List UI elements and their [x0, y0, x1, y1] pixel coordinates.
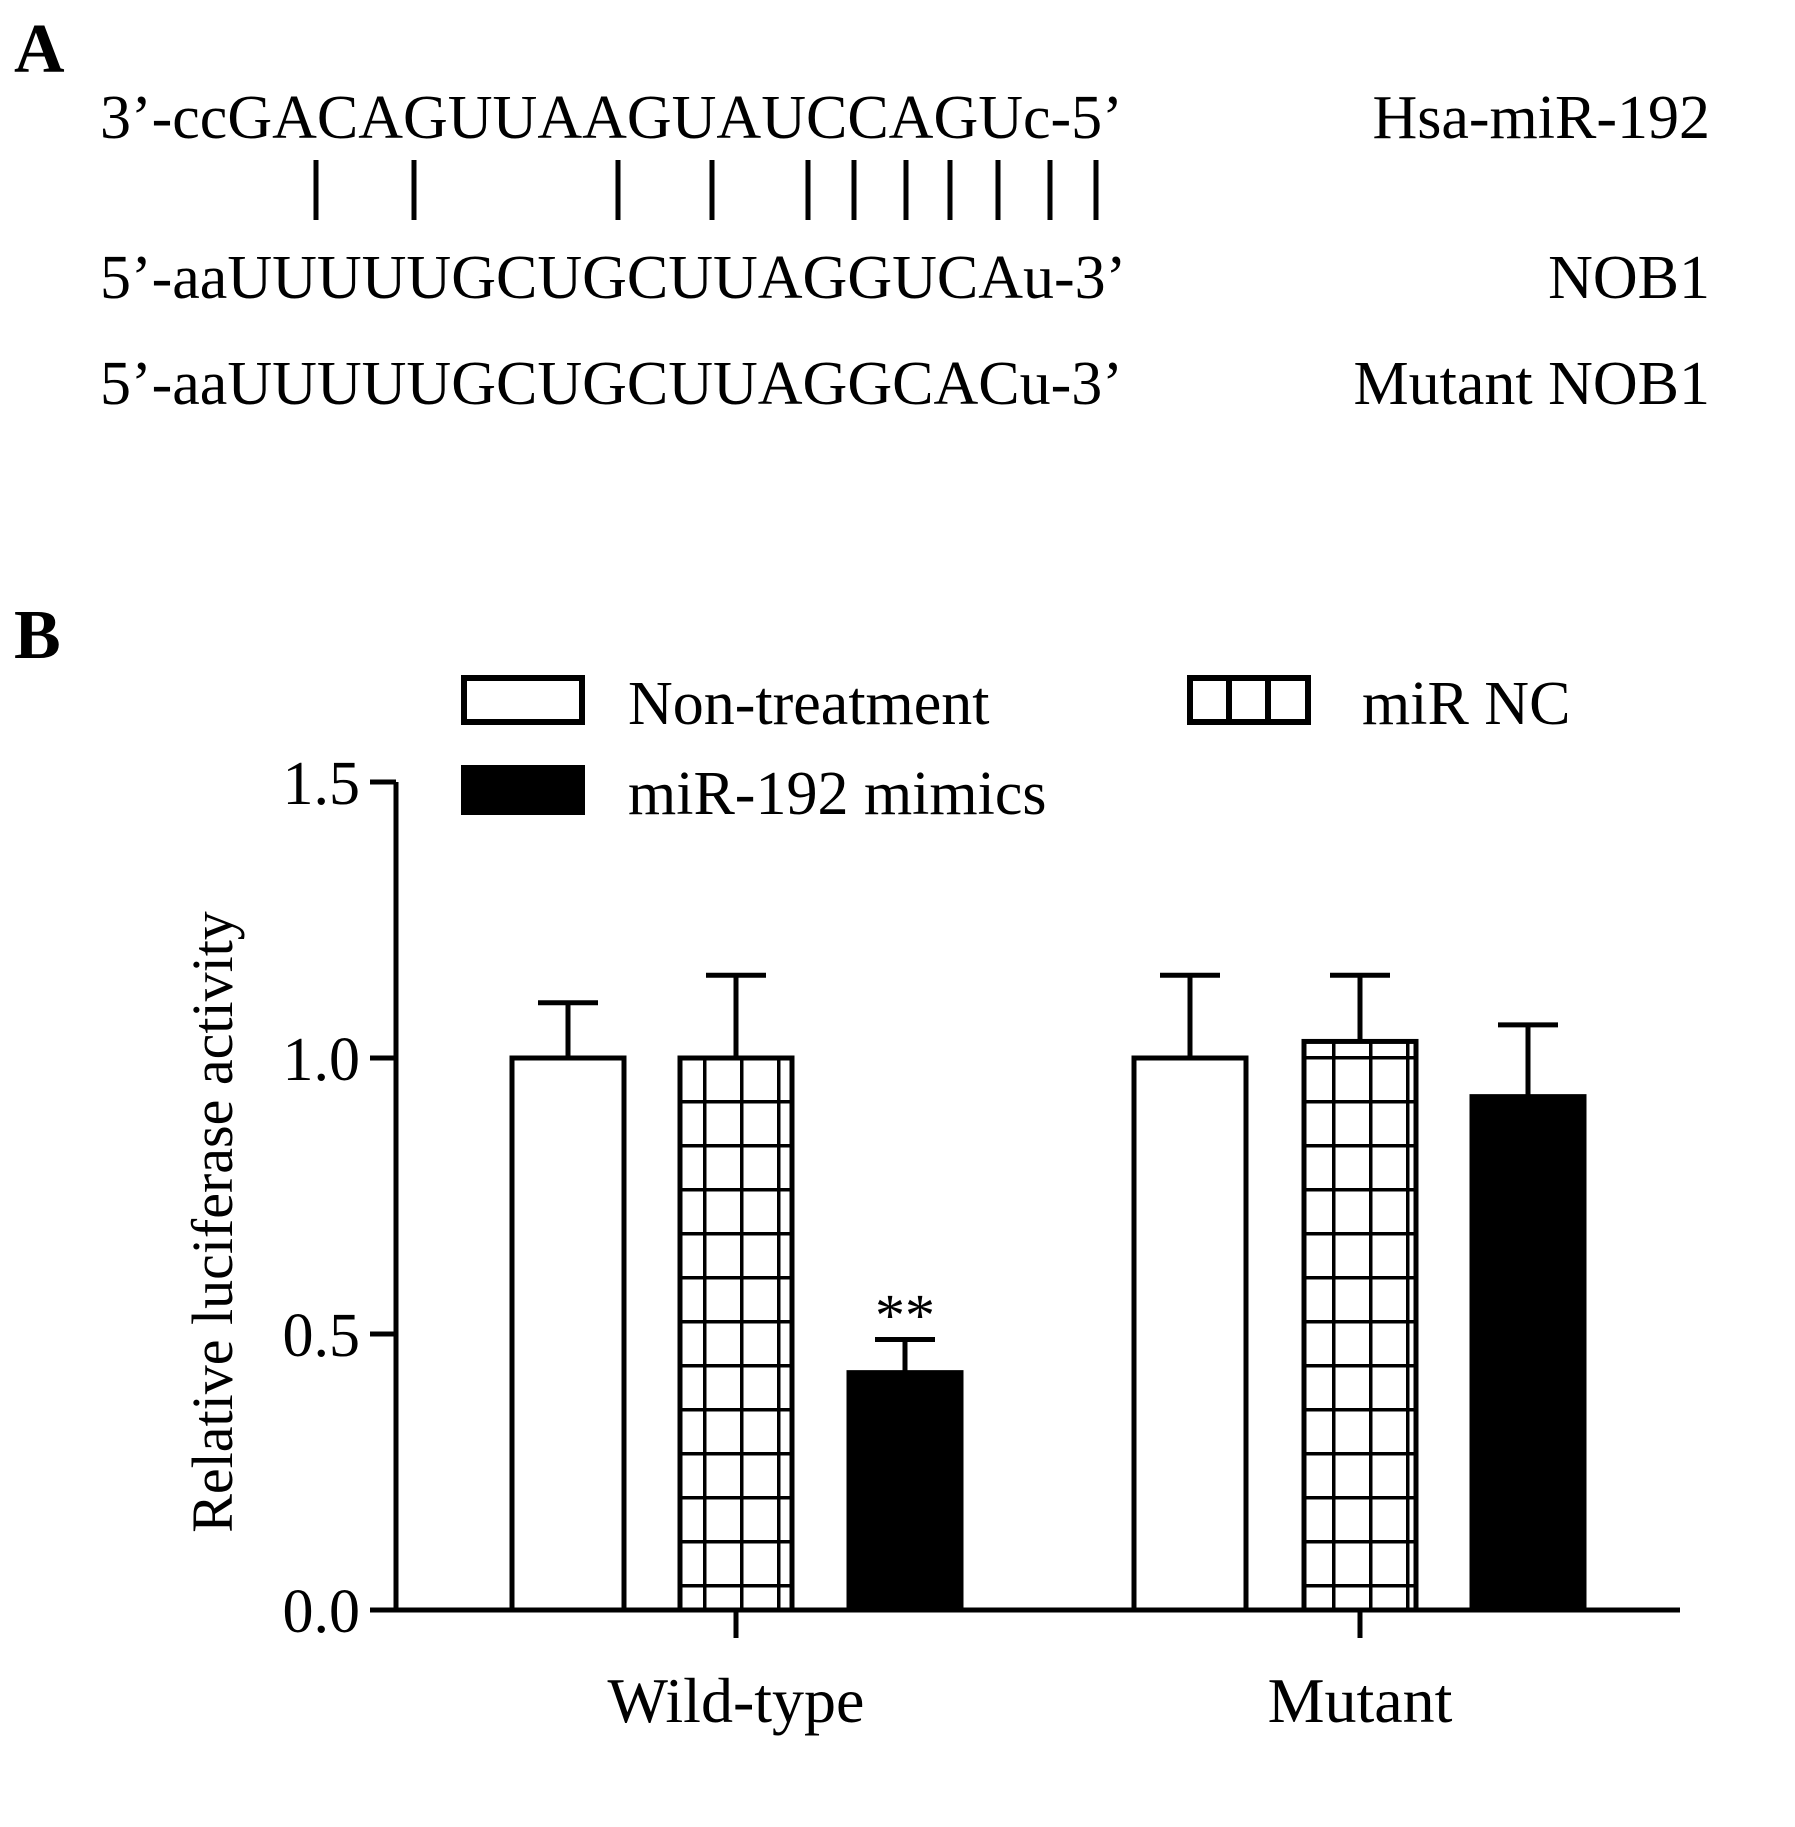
bar-non-treatment-mutant: [1131, 1055, 1249, 1613]
y-tick-label: 1.5: [283, 750, 361, 818]
base-pair-marks: [313, 160, 1099, 220]
bar-mir-192-mimics-wild-type: [846, 1370, 964, 1613]
panel-b-label: B: [14, 597, 61, 674]
bar-mir-nc-wild-type: [677, 1055, 795, 1613]
bar-mir-nc-mutant: [1301, 1038, 1419, 1613]
x-category-label: Mutant: [1268, 1665, 1453, 1736]
bar-non-treatment-wild-type: [509, 1055, 627, 1613]
y-tick-label: 1.0: [283, 1026, 361, 1094]
sequence-nob1: 5’-aaUUUUUGCUGCUUAGGUCAu-3’: [100, 244, 1126, 312]
y-tick-label: 0.5: [283, 1302, 361, 1370]
legend-swatch-non-treatment: [461, 675, 585, 725]
legend-item-non-treatment: Non-treatment: [461, 670, 990, 738]
legend-swatch-mir-nc: [1187, 675, 1311, 725]
legend-item-mir-192-mimics: miR-192 mimics: [461, 760, 1047, 828]
bar-chart: 0.0 0.5 1.0 1.5 Wild-type Mutant **: [283, 750, 1680, 1736]
label-mutant-nob1: Mutant NOB1: [1354, 350, 1711, 418]
sequence-mutant-nob1: 5’-aaUUUUUGCUGCUUAGGCACu-3’: [100, 350, 1123, 418]
sequence-alignment: 3’-ccGACAGUUAAGUAUCCAGUc-5’ Hsa-miR-192 …: [100, 84, 1710, 418]
legend-label-mir-nc: miR NC: [1362, 670, 1570, 738]
bar-mir-192-mimics-mutant: [1469, 1094, 1587, 1613]
y-tick-label: 0.0: [283, 1578, 361, 1646]
legend-label-mir-192-mimics: miR-192 mimics: [628, 760, 1047, 828]
panel-a-label: A: [14, 11, 65, 88]
legend: Non-treatment miR NC miR-192 mimics: [461, 670, 1570, 828]
significance-marker: **: [875, 1283, 935, 1349]
legend-swatch-mir-192-mimics: [461, 765, 585, 815]
label-nob1: NOB1: [1548, 244, 1710, 312]
x-category-label: Wild-type: [608, 1665, 865, 1736]
y-axis-label: Relative luciferase activity: [180, 911, 245, 1533]
legend-label-non-treatment: Non-treatment: [628, 670, 990, 738]
label-hsa-mir-192: Hsa-miR-192: [1372, 84, 1710, 152]
legend-item-mir-nc: miR NC: [1187, 670, 1570, 738]
sequence-mir192: 3’-ccGACAGUUAAGUAUCCAGUc-5’: [100, 84, 1123, 152]
